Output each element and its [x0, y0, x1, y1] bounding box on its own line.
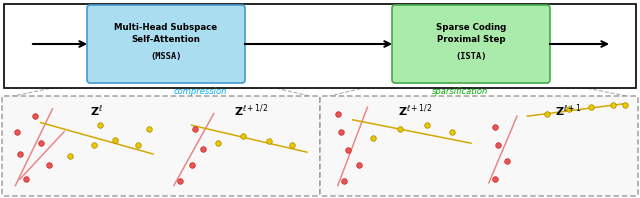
Text: Self-Attention: Self-Attention: [132, 35, 200, 45]
FancyBboxPatch shape: [320, 96, 638, 196]
Text: $\mathbf{Z}^{\ell+1}$: $\mathbf{Z}^{\ell+1}$: [556, 103, 582, 119]
Text: Proximal Step: Proximal Step: [436, 35, 506, 45]
Text: (MSSA): (MSSA): [150, 51, 182, 61]
Text: compression: compression: [173, 88, 227, 96]
FancyBboxPatch shape: [4, 4, 636, 88]
Text: $\mathbf{Z}^{\ell+1/2}$: $\mathbf{Z}^{\ell+1/2}$: [234, 103, 268, 119]
FancyBboxPatch shape: [392, 5, 550, 83]
Text: Sparse Coding: Sparse Coding: [436, 24, 506, 32]
Text: $\mathbf{Z}^{\ell+1/2}$: $\mathbf{Z}^{\ell+1/2}$: [397, 103, 432, 119]
Text: sparsification: sparsification: [432, 88, 488, 96]
FancyBboxPatch shape: [2, 96, 320, 196]
FancyBboxPatch shape: [87, 5, 245, 83]
Text: Multi-Head Subspace: Multi-Head Subspace: [115, 24, 218, 32]
Text: $\mathbf{Z}^{\ell}$: $\mathbf{Z}^{\ell}$: [90, 104, 103, 118]
Text: (ISTA): (ISTA): [455, 51, 487, 61]
